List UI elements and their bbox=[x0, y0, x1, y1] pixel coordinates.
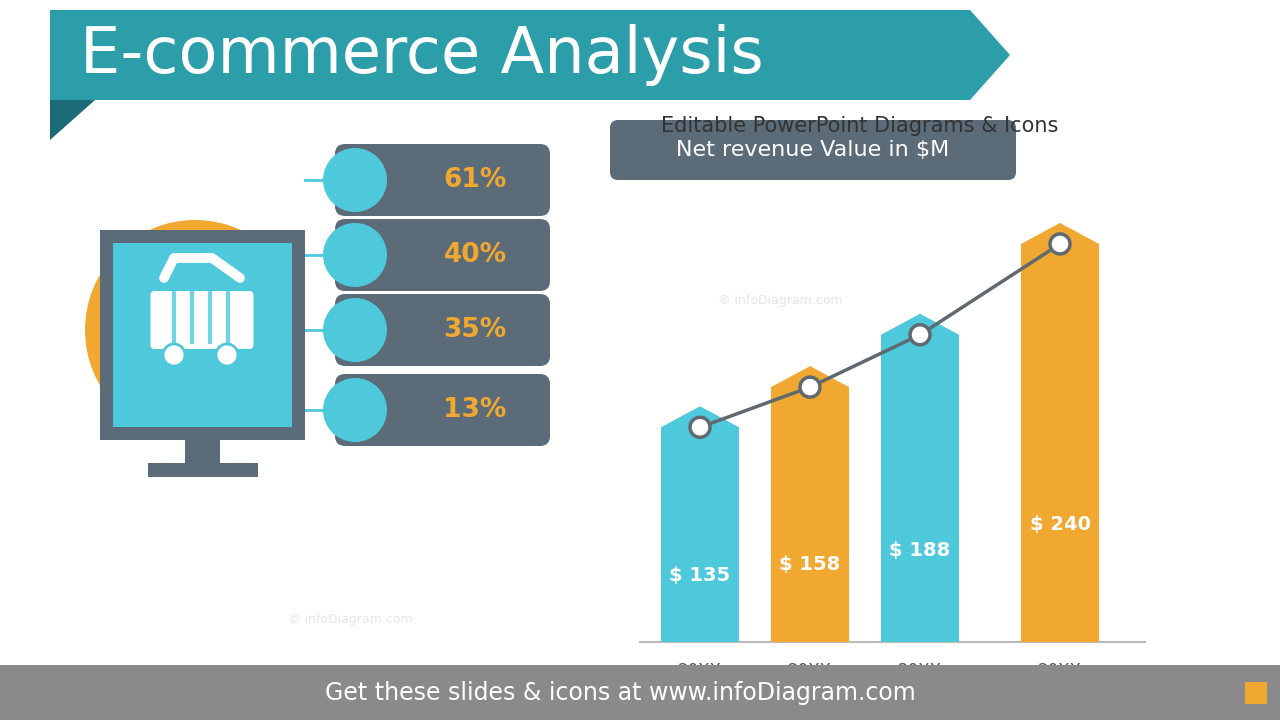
FancyBboxPatch shape bbox=[611, 120, 1016, 180]
FancyBboxPatch shape bbox=[335, 219, 550, 291]
Text: Editable PowerPoint Diagrams & Icons: Editable PowerPoint Diagrams & Icons bbox=[662, 116, 1059, 136]
Text: $ 188: $ 188 bbox=[890, 541, 951, 559]
Polygon shape bbox=[881, 314, 959, 642]
FancyBboxPatch shape bbox=[113, 243, 292, 427]
Text: 20XX: 20XX bbox=[1038, 662, 1082, 680]
Circle shape bbox=[84, 220, 305, 440]
Polygon shape bbox=[50, 100, 95, 140]
Polygon shape bbox=[660, 406, 739, 642]
Text: Net revenue Value in $M: Net revenue Value in $M bbox=[676, 140, 950, 160]
Text: 61%: 61% bbox=[443, 167, 507, 193]
Circle shape bbox=[323, 378, 387, 442]
Text: 40%: 40% bbox=[443, 242, 507, 268]
Circle shape bbox=[323, 148, 387, 212]
FancyBboxPatch shape bbox=[335, 294, 550, 366]
Polygon shape bbox=[50, 10, 1010, 100]
FancyBboxPatch shape bbox=[335, 374, 550, 446]
Circle shape bbox=[163, 344, 186, 366]
Text: 35%: 35% bbox=[443, 317, 507, 343]
Circle shape bbox=[690, 418, 710, 437]
Text: 13%: 13% bbox=[443, 397, 507, 423]
Text: $ 158: $ 158 bbox=[780, 555, 841, 575]
FancyBboxPatch shape bbox=[100, 230, 305, 440]
Circle shape bbox=[910, 325, 931, 345]
FancyBboxPatch shape bbox=[1245, 682, 1267, 704]
Polygon shape bbox=[771, 366, 849, 642]
FancyBboxPatch shape bbox=[148, 463, 259, 477]
FancyBboxPatch shape bbox=[335, 144, 550, 216]
Text: $ 135: $ 135 bbox=[669, 567, 731, 585]
Circle shape bbox=[216, 344, 238, 366]
Text: $ 240: $ 240 bbox=[1029, 516, 1091, 534]
Text: 20XX: 20XX bbox=[788, 662, 832, 680]
FancyBboxPatch shape bbox=[186, 435, 220, 465]
Circle shape bbox=[323, 223, 387, 287]
FancyBboxPatch shape bbox=[0, 665, 1280, 720]
Text: 20XX: 20XX bbox=[899, 662, 942, 680]
Circle shape bbox=[800, 377, 820, 397]
Text: 20XX: 20XX bbox=[678, 662, 722, 680]
Text: © infoDiagram.com: © infoDiagram.com bbox=[718, 294, 842, 307]
Circle shape bbox=[323, 298, 387, 362]
Circle shape bbox=[1050, 234, 1070, 254]
Polygon shape bbox=[1021, 223, 1100, 642]
Text: Get these slides & icons at www.infoDiagram.com: Get these slides & icons at www.infoDiag… bbox=[325, 681, 915, 705]
FancyBboxPatch shape bbox=[151, 291, 253, 349]
Text: © infoDiagram.com: © infoDiagram.com bbox=[288, 613, 412, 626]
Text: E-commerce Analysis: E-commerce Analysis bbox=[79, 24, 764, 86]
